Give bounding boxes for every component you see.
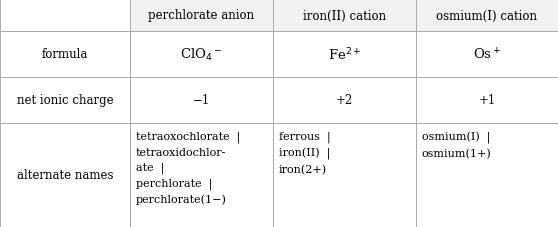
Bar — [130, 0, 273, 32]
Text: alternate names: alternate names — [17, 169, 113, 182]
Text: osmium(I) cation: osmium(I) cation — [436, 10, 537, 22]
Bar — [130, 123, 273, 227]
Bar — [273, 78, 416, 123]
Bar — [416, 123, 558, 227]
Text: perchlorate anion: perchlorate anion — [148, 10, 254, 22]
Text: ClO$_4$$^-$: ClO$_4$$^-$ — [180, 47, 223, 63]
Bar — [416, 0, 558, 32]
Text: +1: +1 — [478, 94, 496, 107]
Text: tetraoxochlorate  |
tetraoxidochlor-
ate  |
perchlorate  |
perchlorate(1−): tetraoxochlorate | tetraoxidochlor- ate … — [136, 131, 240, 204]
Bar — [416, 32, 558, 78]
Text: formula: formula — [42, 48, 88, 61]
Text: −1: −1 — [193, 94, 210, 107]
Bar — [0, 78, 130, 123]
Text: Os$^+$: Os$^+$ — [473, 47, 501, 62]
Bar — [416, 78, 558, 123]
Text: +2: +2 — [336, 94, 353, 107]
Text: osmium(I)  |
osmium(1+): osmium(I) | osmium(1+) — [422, 131, 492, 158]
Bar — [273, 123, 416, 227]
Bar — [130, 32, 273, 78]
Text: net ionic charge: net ionic charge — [17, 94, 113, 107]
Bar — [273, 0, 416, 32]
Bar — [0, 0, 130, 32]
Bar — [130, 78, 273, 123]
Text: ferrous  |
iron(II)  |
iron(2+): ferrous | iron(II) | iron(2+) — [279, 131, 331, 174]
Bar — [273, 32, 416, 78]
Text: iron(II) cation: iron(II) cation — [303, 10, 386, 22]
Bar — [0, 123, 130, 227]
Text: Fe$^{2+}$: Fe$^{2+}$ — [328, 47, 362, 63]
Bar — [0, 32, 130, 78]
